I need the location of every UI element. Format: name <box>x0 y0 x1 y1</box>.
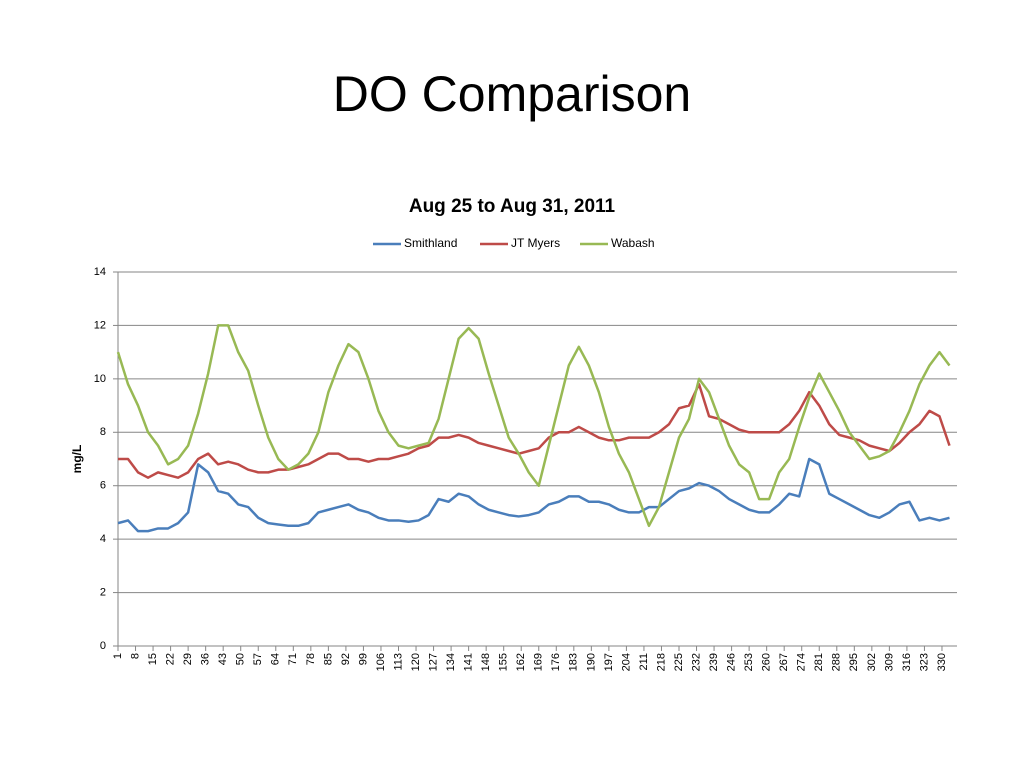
x-tick-label: 176 <box>550 653 562 671</box>
x-tick-label: 127 <box>427 653 439 671</box>
x-tick-label: 85 <box>322 653 334 665</box>
x-tick-label: 197 <box>603 653 615 671</box>
x-tick-label: 148 <box>480 653 492 671</box>
x-tick-label: 120 <box>410 653 422 671</box>
y-tick-label: 6 <box>100 480 106 492</box>
x-tick-label: 162 <box>515 653 527 671</box>
x-tick-label: 134 <box>445 653 457 671</box>
y-tick-label: 8 <box>100 426 106 438</box>
x-tick-label: 15 <box>147 653 159 665</box>
x-tick-label: 225 <box>673 653 685 671</box>
x-tick-label: 64 <box>270 653 282 665</box>
x-tick-label: 309 <box>883 653 895 671</box>
x-tick-label: 78 <box>305 653 317 665</box>
x-tick-label: 8 <box>129 653 141 659</box>
series-line <box>117 457 950 533</box>
legend-label: Smithland <box>404 236 457 250</box>
x-tick-label: 22 <box>165 653 177 665</box>
x-tick-label: 323 <box>918 653 930 671</box>
x-tick-label: 316 <box>901 653 913 671</box>
x-tick-label: 232 <box>690 653 702 671</box>
x-tick-label: 295 <box>848 653 860 671</box>
y-tick-label: 4 <box>100 533 106 545</box>
x-tick-label: 113 <box>392 653 404 671</box>
chart-title: Aug 25 to Aug 31, 2011 <box>409 196 616 217</box>
y-tick-label: 2 <box>100 586 106 598</box>
slide-title: DO Comparison <box>333 66 691 122</box>
x-tick-label: 281 <box>813 653 825 671</box>
x-tick-label: 253 <box>743 653 755 671</box>
y-tick-label: 14 <box>94 266 106 278</box>
x-tick-label: 274 <box>796 653 808 671</box>
x-tick-label: 267 <box>778 653 790 671</box>
x-tick-label: 141 <box>463 653 475 671</box>
y-tick-label: 10 <box>94 373 106 385</box>
series-line <box>116 324 951 528</box>
x-tick-label: 190 <box>585 653 597 671</box>
x-tick-label: 218 <box>655 653 667 671</box>
x-tick-label: 260 <box>761 653 773 671</box>
x-tick-label: 169 <box>533 653 545 671</box>
x-tick-label: 57 <box>252 653 264 665</box>
x-tick-label: 302 <box>866 653 878 671</box>
x-tick-label: 92 <box>340 653 352 665</box>
x-tick-label: 29 <box>182 653 194 665</box>
series-line <box>118 382 951 479</box>
x-tick-label: 246 <box>726 653 738 671</box>
x-tick-label: 288 <box>831 653 843 671</box>
x-tick-label: 36 <box>200 653 212 665</box>
x-tick-label: 71 <box>287 653 299 665</box>
legend-label: JT Myers <box>511 236 560 250</box>
x-tick-label: 183 <box>568 653 580 671</box>
x-tick-label: 1 <box>112 653 124 659</box>
y-tick-label: 0 <box>100 640 106 652</box>
x-tick-label: 106 <box>375 653 387 671</box>
x-tick-label: 99 <box>357 653 369 665</box>
legend-label: Wabash <box>611 236 655 250</box>
x-tick-label: 50 <box>235 653 247 665</box>
x-tick-label: 239 <box>708 653 720 671</box>
x-tick-label: 211 <box>638 653 650 671</box>
x-tick-label: 43 <box>217 653 229 665</box>
y-axis-label: mg/L <box>70 445 84 474</box>
x-tick-label: 155 <box>498 653 510 671</box>
x-tick-label: 204 <box>620 653 632 671</box>
y-tick-label: 12 <box>94 319 106 331</box>
x-tick-label: 330 <box>936 653 948 671</box>
